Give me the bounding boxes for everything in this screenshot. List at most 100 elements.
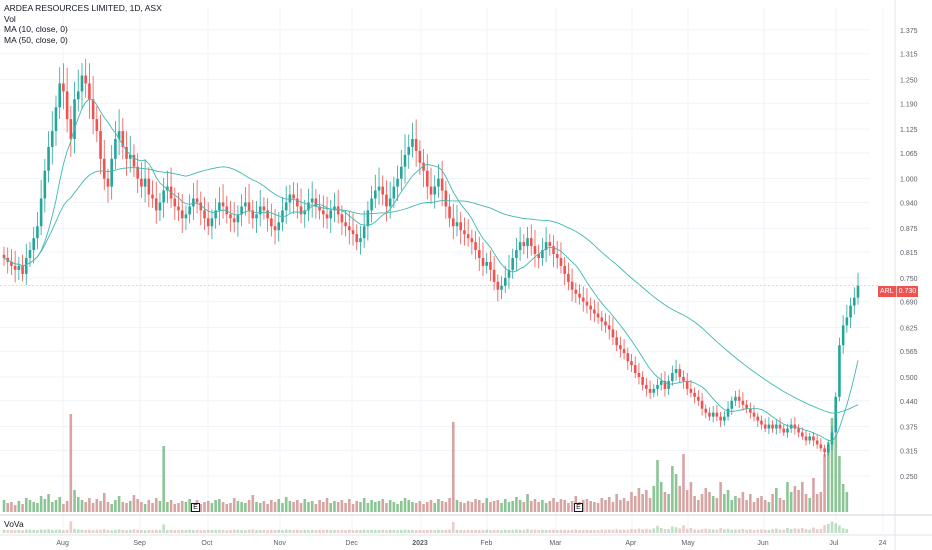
candle-body — [451, 218, 455, 227]
candle-body — [563, 265, 566, 274]
candle-body — [273, 226, 277, 231]
candle-body — [206, 218, 210, 227]
vova-bar — [307, 530, 310, 533]
candle-body — [689, 388, 693, 393]
symbol-title[interactable]: ARDEA RESOURCES LIMITED, 1D, ASX — [4, 3, 162, 13]
candle-body — [307, 202, 310, 211]
candle-body — [407, 146, 411, 155]
volume-bar — [99, 501, 102, 512]
volume-bar — [307, 502, 310, 512]
vova-bar — [65, 529, 69, 533]
volume-bar — [244, 503, 247, 512]
volume-bar — [232, 498, 236, 512]
vova-bar — [128, 529, 132, 533]
vova-bar — [173, 530, 177, 533]
vova-bar — [548, 529, 552, 533]
candle-body — [262, 206, 266, 211]
volume-bar — [585, 499, 589, 512]
volume-bar — [418, 501, 422, 512]
vova-bar — [325, 529, 329, 533]
vova-bar — [619, 529, 622, 533]
volume-bar — [637, 488, 641, 512]
candle-body — [541, 250, 544, 258]
volume-bar — [140, 502, 143, 512]
vova-bar — [47, 529, 50, 533]
candle-body — [396, 178, 399, 187]
candle-body — [114, 138, 117, 159]
candle-body — [808, 436, 812, 441]
volume-bar — [128, 501, 132, 512]
vova-bar — [477, 529, 481, 533]
candle-body — [656, 384, 659, 389]
candle-body — [708, 412, 711, 417]
candle-body — [440, 178, 444, 191]
candle-body — [711, 412, 715, 417]
vova-bar — [266, 530, 269, 533]
vova-bar — [593, 530, 596, 533]
candle-body — [244, 202, 247, 207]
candle-body — [128, 154, 132, 159]
volume-bar — [782, 500, 786, 512]
vova-bar — [125, 530, 128, 533]
vova-bar — [299, 530, 303, 533]
volume-bar — [604, 500, 607, 512]
volume-bar — [88, 498, 91, 512]
vova-bar — [262, 529, 266, 533]
vova-bar — [188, 529, 191, 533]
candle-body — [734, 396, 737, 401]
ma50-legend[interactable]: MA (50, close, 0) — [4, 34, 68, 45]
candle-body — [604, 321, 607, 326]
ma10-legend[interactable]: MA (10, close, 0) — [4, 24, 68, 34]
x-tick-label: Jun — [757, 540, 768, 547]
volume-bar — [251, 495, 255, 512]
candle-body — [856, 285, 860, 298]
candle-body — [485, 261, 488, 266]
candle-body — [633, 365, 637, 374]
vova-bar — [448, 529, 451, 533]
candle-body — [700, 400, 704, 409]
volume-bar — [184, 502, 188, 512]
vova-indicator-label[interactable]: VoVa — [4, 519, 24, 529]
candle-body — [32, 238, 36, 251]
candle-body — [414, 138, 418, 151]
vova-bar — [147, 529, 151, 533]
volume-bar — [377, 501, 381, 512]
candle-body — [47, 146, 50, 171]
vova-bar — [700, 529, 704, 533]
vova-bar — [633, 529, 637, 533]
volume-bar — [166, 502, 169, 512]
vova-bar — [756, 529, 760, 533]
vova-bar — [396, 530, 399, 533]
vova-bar — [43, 529, 47, 533]
candle-body — [801, 432, 804, 437]
volume-bar — [270, 500, 273, 512]
earnings-badge[interactable]: E — [574, 503, 583, 512]
candle-body — [778, 424, 782, 429]
volume-bar — [648, 498, 652, 512]
vova-bar — [422, 530, 425, 533]
vova-bar — [745, 529, 748, 533]
vol-legend[interactable]: Vol — [4, 13, 16, 24]
candle-body — [388, 198, 392, 207]
volume-bar — [303, 499, 307, 512]
candle-body — [17, 265, 21, 270]
candle-body — [567, 273, 570, 282]
volume-bar — [65, 501, 69, 512]
candle-body — [507, 269, 511, 278]
candle-body — [578, 293, 581, 298]
candle-body — [852, 297, 856, 306]
volume-bar — [117, 496, 121, 512]
volume-bar — [206, 501, 210, 512]
y-tick-label: 1.375 — [900, 28, 918, 35]
volume-bar — [407, 500, 411, 512]
vova-bar — [704, 528, 708, 533]
earnings-badge[interactable]: E — [191, 503, 200, 512]
candle-body — [292, 194, 295, 199]
candle-body — [726, 408, 730, 417]
vova-bar — [708, 529, 711, 533]
volume-bar — [147, 500, 151, 512]
vova-bar — [329, 530, 333, 533]
volume-bar — [674, 474, 678, 512]
